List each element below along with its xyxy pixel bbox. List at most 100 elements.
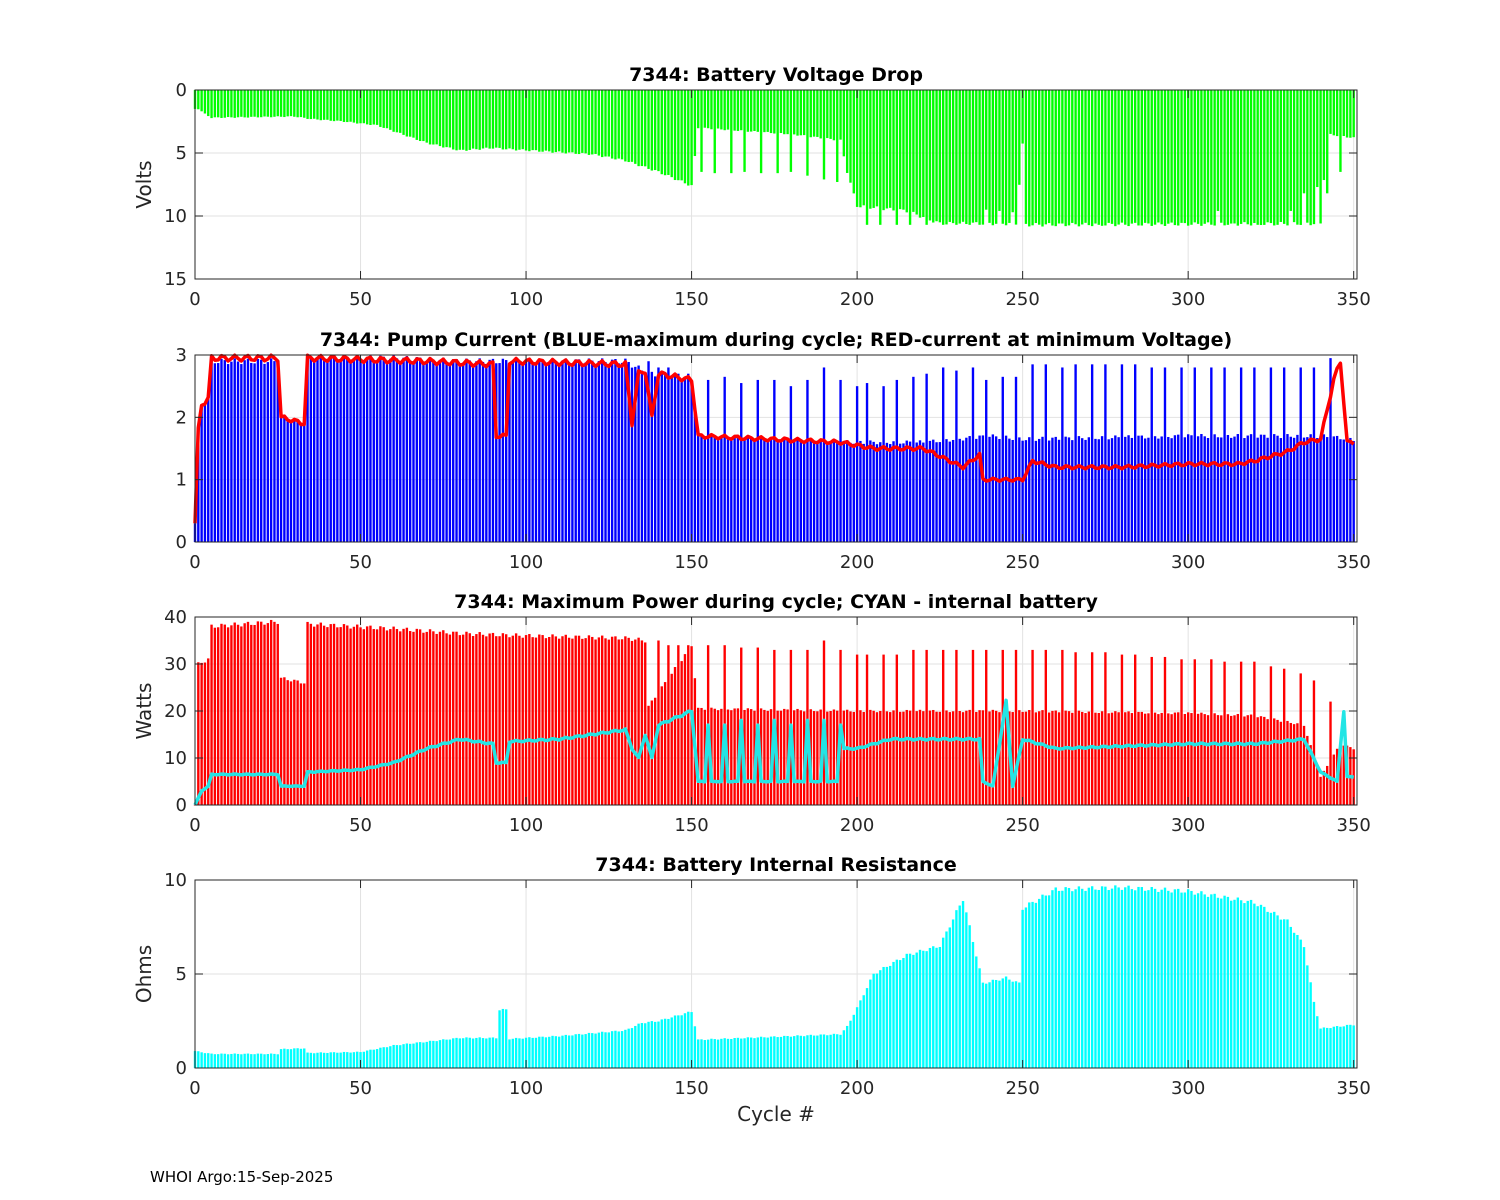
data-bar — [389, 629, 392, 805]
data-bar — [749, 709, 753, 805]
data-bar — [885, 90, 889, 209]
data-bar — [548, 90, 551, 152]
data-bar — [263, 363, 266, 542]
data-bar — [988, 711, 991, 805]
data-bar — [1322, 434, 1326, 542]
data-bar — [922, 950, 925, 1068]
data-bar — [210, 90, 213, 119]
data-bar — [1282, 919, 1286, 1068]
chart-title: 7344: Pump Current (BLUE-maximum during … — [320, 329, 1232, 351]
data-bar — [889, 712, 892, 805]
data-bar — [1170, 438, 1173, 542]
data-bar — [422, 632, 425, 805]
data-bar — [312, 361, 316, 542]
data-bar — [1090, 886, 1094, 1068]
data-bar — [1044, 895, 1047, 1068]
data-bar — [402, 357, 405, 542]
data-bar — [905, 440, 908, 542]
data-bar — [541, 1036, 544, 1068]
data-bar — [703, 1040, 707, 1068]
data-bar — [1246, 90, 1249, 225]
data-bar — [1004, 976, 1008, 1068]
data-bar — [1107, 890, 1110, 1068]
data-bar — [587, 90, 591, 155]
data-bar — [534, 363, 538, 542]
x-tick-label: 150 — [674, 815, 708, 836]
data-bar — [1296, 90, 1299, 225]
data-bar — [932, 709, 935, 805]
data-bar — [1177, 888, 1180, 1068]
data-bar — [286, 1049, 289, 1068]
data-bar — [1312, 367, 1316, 542]
data-bar — [1186, 434, 1190, 542]
data-bar — [1137, 886, 1140, 1068]
data-bar — [1253, 903, 1256, 1068]
data-bar — [1011, 90, 1014, 213]
data-bar — [852, 90, 855, 194]
data-bar — [468, 633, 471, 805]
data-bar — [518, 361, 521, 542]
data-bar — [1236, 897, 1240, 1068]
data-bar — [1286, 720, 1289, 805]
data-bar — [862, 711, 865, 805]
data-bar — [1309, 90, 1312, 226]
data-bar — [624, 636, 627, 805]
data-bar — [1041, 894, 1044, 1068]
data-bar — [402, 628, 405, 805]
data-bar — [372, 1049, 375, 1068]
data-bar — [1114, 90, 1117, 227]
data-bar — [1157, 714, 1160, 805]
data-bar — [872, 710, 875, 805]
data-bar — [346, 357, 349, 542]
data-bar — [250, 624, 253, 805]
data-bar — [1339, 1026, 1342, 1068]
data-bar — [1071, 440, 1074, 542]
data-bar — [471, 90, 475, 149]
data-bar — [332, 90, 336, 122]
data-bar — [296, 420, 299, 542]
data-bar — [1186, 90, 1190, 226]
data-bar — [1014, 376, 1018, 542]
data-bar — [538, 90, 541, 152]
data-bar — [1243, 716, 1246, 805]
data-bar — [200, 662, 203, 805]
footer-stamp: WHOI Argo:15-Sep-2025 — [150, 1168, 333, 1186]
data-bar — [938, 90, 942, 223]
data-bar — [604, 362, 607, 542]
data-bar — [375, 1049, 379, 1068]
data-bar — [1226, 90, 1230, 225]
data-bar — [793, 1036, 796, 1068]
data-bar — [1117, 90, 1120, 225]
data-bar — [1090, 364, 1094, 542]
data-bar — [882, 90, 885, 211]
data-bar — [872, 90, 875, 208]
data-bar — [1259, 90, 1263, 226]
data-bar — [269, 1053, 273, 1068]
data-bar — [597, 361, 601, 542]
data-bar — [941, 90, 945, 225]
data-bar — [567, 362, 571, 542]
data-bar — [819, 439, 822, 542]
data-bar — [289, 90, 293, 117]
data-bar — [1170, 714, 1173, 805]
x-tick-label: 0 — [189, 1078, 200, 1099]
chart-title: 7344: Battery Internal Resistance — [595, 854, 956, 876]
data-bar — [349, 628, 352, 805]
data-bar — [1104, 90, 1107, 226]
data-bar — [485, 636, 488, 805]
data-bar — [607, 1032, 611, 1068]
data-bar — [269, 619, 273, 805]
data-bar — [680, 1015, 683, 1068]
data-bar — [650, 1021, 654, 1068]
data-bar — [243, 360, 246, 542]
data-bar — [687, 90, 690, 186]
data-bar — [316, 357, 319, 542]
data-bar — [657, 90, 660, 172]
data-bar — [266, 1054, 270, 1068]
data-bar — [1024, 440, 1028, 542]
data-bar — [455, 359, 458, 542]
data-bar — [647, 90, 650, 169]
data-bar — [1044, 649, 1047, 805]
data-bar — [1124, 887, 1127, 1068]
data-bar — [405, 90, 409, 137]
